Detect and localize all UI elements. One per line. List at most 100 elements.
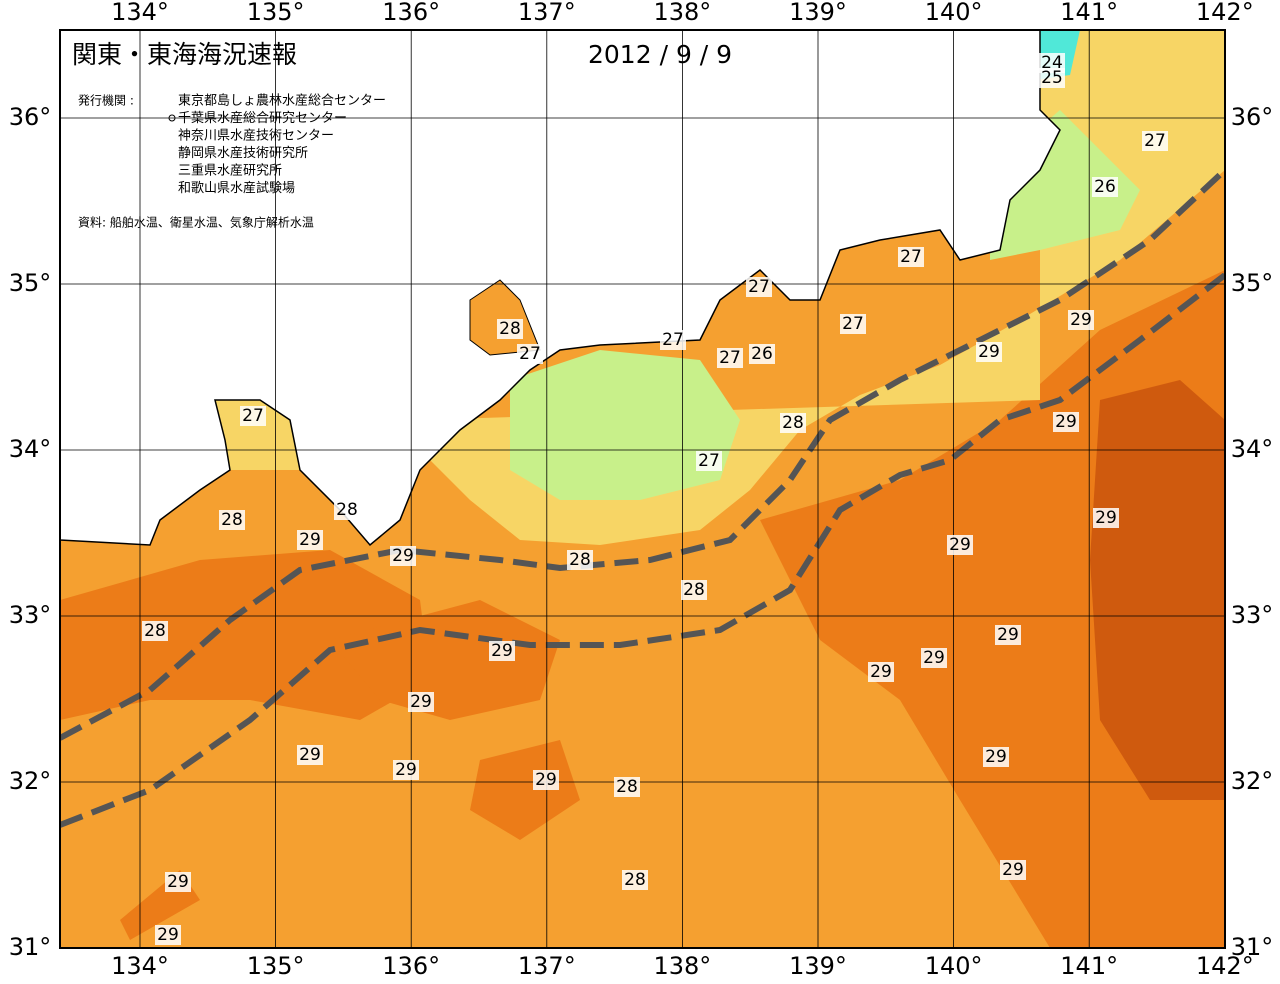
label-box [1142, 131, 1168, 151]
contour-label: 27 [662, 330, 684, 350]
label-box [868, 662, 894, 682]
kuroshio-edge [60, 167, 1225, 741]
contour-label: 29 [1095, 508, 1117, 528]
lon-label: 141° [1060, 952, 1118, 980]
contour-label: 26 [751, 344, 773, 364]
title: 関東・東海海況速報 [72, 40, 297, 69]
lat-label: 36° [1231, 103, 1274, 131]
contour-label: 29 [410, 692, 432, 712]
label-box [995, 625, 1021, 645]
contour-label: 29 [949, 535, 971, 555]
contour-label: 28 [616, 777, 638, 797]
lon-label: 137° [518, 0, 576, 26]
contour-label: 28 [569, 550, 591, 570]
contour-label: 28 [683, 580, 705, 600]
label-box [334, 500, 360, 520]
contour-label: 29 [1002, 860, 1024, 880]
contour-label: 25 [1041, 68, 1063, 88]
contour-label: 27 [698, 451, 720, 471]
lon-label: 135° [247, 0, 305, 26]
label-box [983, 747, 1009, 767]
label-box [660, 330, 686, 350]
label-box [780, 413, 806, 433]
lat-label: 35° [9, 269, 52, 297]
label-box [696, 451, 722, 471]
contour-label: 28 [499, 319, 521, 339]
lat-label: 32° [1231, 767, 1274, 795]
contour-label: 29 [157, 925, 179, 945]
label-box [1039, 68, 1065, 88]
contour-label: 29 [1070, 310, 1092, 330]
contour-label: 28 [624, 870, 646, 890]
land [60, 30, 1061, 547]
label-box [533, 770, 559, 790]
contour-label: 28 [336, 500, 358, 520]
issuer-list: 東京都島しょ農林水産総合センター千葉県水産総合研究センター神奈川県水産技術センタ… [178, 93, 386, 197]
contour-label: 28 [144, 621, 166, 641]
lon-label: 136° [382, 952, 440, 980]
lon-label: 138° [653, 952, 711, 980]
label-box [142, 621, 168, 641]
label-box [681, 580, 707, 600]
contour-label: 29 [923, 648, 945, 668]
warm-patch [470, 740, 580, 840]
contour-label: 27 [719, 348, 741, 368]
lon-label: 136° [382, 0, 440, 26]
contour-label: 26 [1094, 177, 1116, 197]
lon-label: 134° [111, 952, 169, 980]
date: 2012 / 9 / 9 [588, 40, 732, 69]
cold-water [510, 350, 740, 500]
lat-label: 34° [9, 435, 52, 463]
label-box [390, 546, 416, 566]
contour-label: 28 [782, 413, 804, 433]
label-box [1093, 508, 1119, 528]
label-box [297, 745, 323, 765]
lon-label: 139° [789, 0, 847, 26]
issuer-label: 発行機関 : [78, 93, 134, 108]
contour-label: 29 [299, 530, 321, 550]
lat-label: 33° [1231, 601, 1274, 629]
frame [59, 29, 1226, 949]
label-box [622, 870, 648, 890]
contour-label: 29 [870, 662, 892, 682]
marker [168, 114, 176, 122]
lat-label: 34° [1231, 435, 1274, 463]
label-box [840, 314, 866, 334]
lon-label: 140° [925, 0, 983, 26]
lon-label: 138° [653, 0, 711, 26]
kuroshio-edge [60, 272, 1225, 828]
lat-label: 31° [1231, 933, 1274, 961]
label-box [297, 530, 323, 550]
label-box [749, 344, 775, 364]
label-box [1092, 177, 1118, 197]
contour-label: 29 [299, 745, 321, 765]
label-box [567, 550, 593, 570]
label-box [921, 648, 947, 668]
label-box [947, 535, 973, 555]
cool-water [210, 400, 300, 470]
contour-label: 27 [1144, 131, 1166, 151]
label-box [408, 692, 434, 712]
contour-label: 29 [978, 342, 1000, 362]
contour-label: 29 [392, 546, 414, 566]
lon-label: 137° [518, 952, 576, 980]
issuer: 千葉県水産総合研究センター [178, 110, 347, 126]
lon-label: 140° [925, 952, 983, 980]
axes: 134° 134° 135° 135° 136° 136° 137° 137° 138° 138°… [9, 0, 1274, 980]
warm-patch [60, 550, 430, 720]
label-box [517, 344, 543, 364]
source: 資料: 船舶水温、衛星水温、気象庁解析水温 [78, 215, 314, 230]
contour-label: 28 [221, 510, 243, 530]
warm-patch [330, 600, 560, 720]
issuer: 三重県水産研究所 [178, 163, 282, 179]
contour-label: 27 [748, 277, 770, 297]
lat-label: 36° [9, 103, 52, 131]
label-box [219, 510, 245, 530]
label-box [1068, 310, 1094, 330]
issuer: 神奈川県水産技術センター [178, 128, 334, 144]
lon-label: 134° [111, 0, 169, 26]
label-box [1053, 412, 1079, 432]
